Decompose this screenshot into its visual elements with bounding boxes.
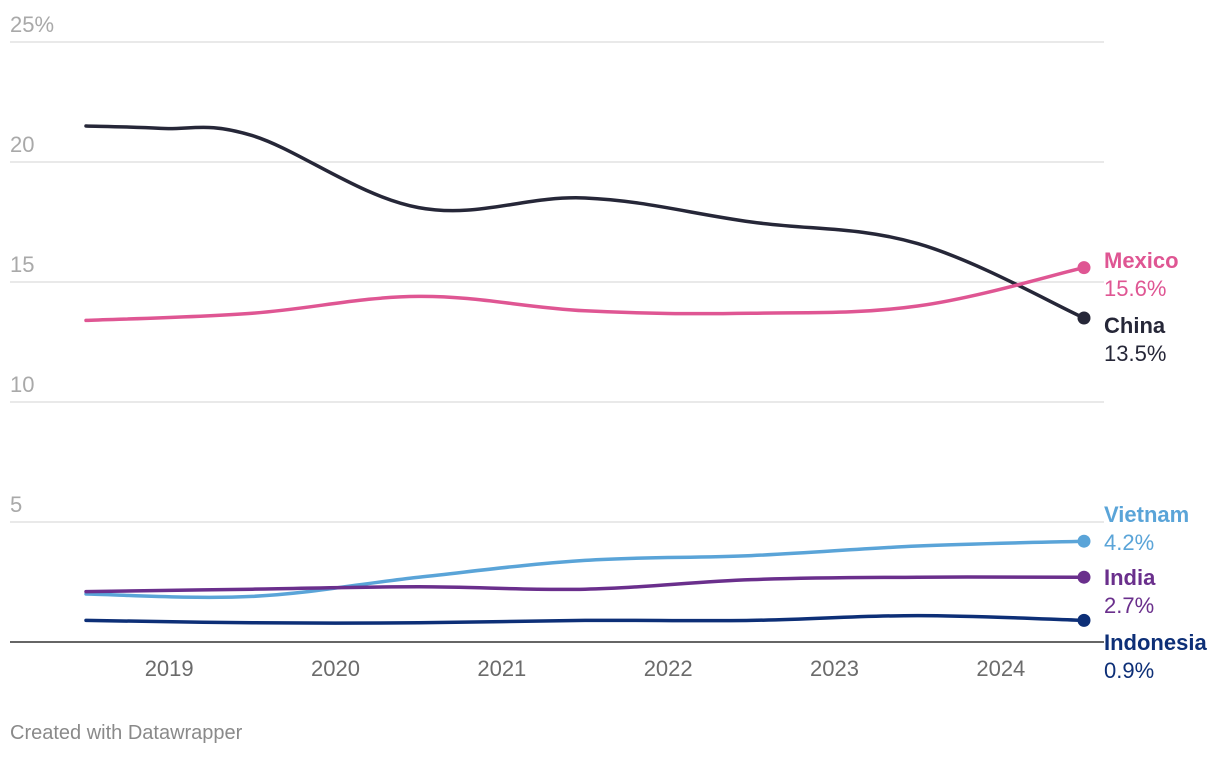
x-tick-label-2023: 2023 [810, 656, 859, 681]
series-name-vietnam: Vietnam [1104, 502, 1189, 527]
series-line-mexico [84, 265, 1086, 323]
series-name-indonesia: Indonesia [1104, 630, 1207, 655]
series-line-vietnam [84, 539, 1086, 600]
endpoint-indonesia [1077, 613, 1091, 627]
series-line-india [84, 575, 1086, 594]
series-end-labels: China 13.5% Mexico 15.6% Vietnam 4.2% India 2.7… [1104, 248, 1207, 683]
y-tick-label-15: 15 [10, 252, 34, 277]
series-name-india: India [1104, 565, 1156, 590]
y-axis-ticks: 5 10 15 20 25% [10, 12, 54, 517]
series-line-indonesia [84, 613, 1086, 625]
gridlines [10, 41, 1104, 643]
x-tick-label-2021: 2021 [477, 656, 526, 681]
x-axis-ticks: 2019 2020 2021 2022 2023 2024 [145, 656, 1026, 681]
y-tick-label-25: 25% [10, 12, 54, 37]
series-value-china: 13.5% [1104, 341, 1166, 366]
y-tick-label-20: 20 [10, 132, 34, 157]
x-tick-label-2024: 2024 [976, 656, 1025, 681]
credit-text: Created with Datawrapper [10, 722, 243, 744]
y-tick-label-5: 5 [10, 492, 22, 517]
series-value-vietnam: 4.2% [1104, 530, 1154, 555]
series-name-china: China [1104, 313, 1166, 338]
series-lines [84, 124, 1086, 625]
endpoint-india [1077, 570, 1091, 584]
endpoint-vietnam [1077, 534, 1091, 548]
series-value-india: 2.7% [1104, 593, 1154, 618]
x-tick-label-2020: 2020 [311, 656, 360, 681]
series-line-china [84, 124, 1086, 320]
y-tick-label-10: 10 [10, 372, 34, 397]
series-value-mexico: 15.6% [1104, 276, 1166, 301]
x-tick-label-2019: 2019 [145, 656, 194, 681]
endpoint-mexico [1077, 261, 1091, 275]
series-name-mexico: Mexico [1104, 248, 1179, 273]
series-endpoints [1077, 261, 1091, 627]
series-value-indonesia: 0.9% [1104, 658, 1154, 683]
x-tick-label-2022: 2022 [644, 656, 693, 681]
endpoint-china [1077, 311, 1091, 325]
